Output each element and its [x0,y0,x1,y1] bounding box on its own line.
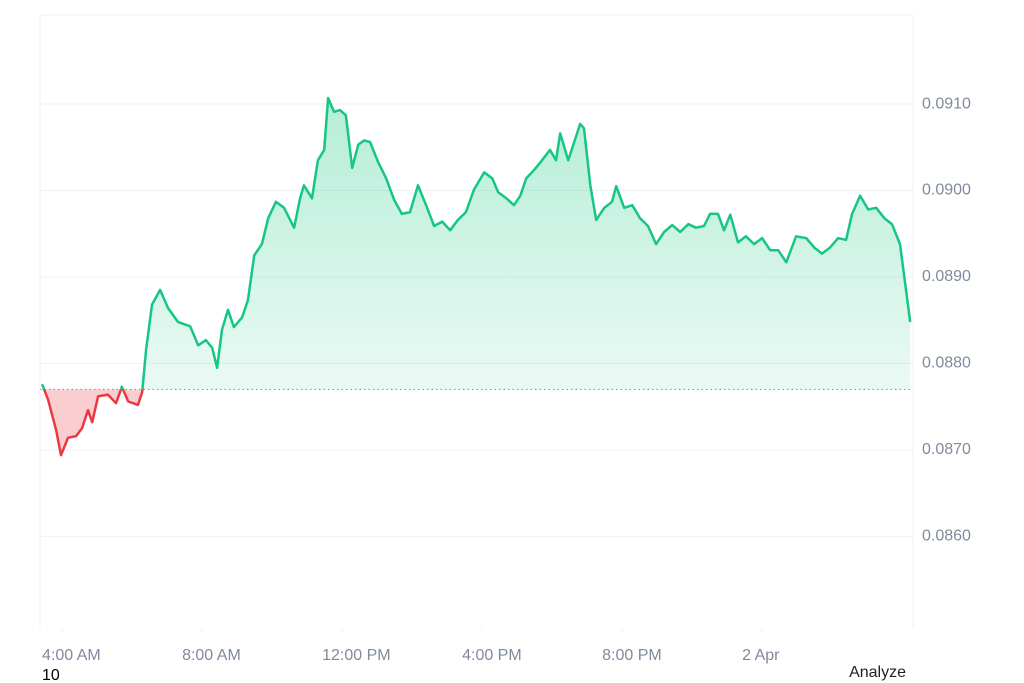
analyze-button[interactable]: Analyze [849,664,906,681]
x-tick-label: 8:00 AM [182,647,241,664]
y-tick-label: 0.0880 [922,355,971,372]
footer-left: 10 [42,667,60,683]
x-tick-label: 4:00 PM [462,647,522,664]
x-tick-label: 4:00 AM [42,647,101,664]
x-tick-label: 12:00 PM [322,647,390,664]
y-tick-label: 0.0890 [922,268,971,285]
area-up [42,98,911,390]
x-tick-label: 8:00 PM [602,647,662,664]
x-tick-label: 2 Apr [742,647,780,664]
area-down [42,389,911,456]
y-tick-label: 0.0910 [922,95,971,112]
y-tick-label: 0.0870 [922,441,971,458]
price-line-up [40,96,912,390]
y-tick-label: 0.0900 [922,182,971,199]
y-tick-label: 0.0860 [922,528,971,545]
